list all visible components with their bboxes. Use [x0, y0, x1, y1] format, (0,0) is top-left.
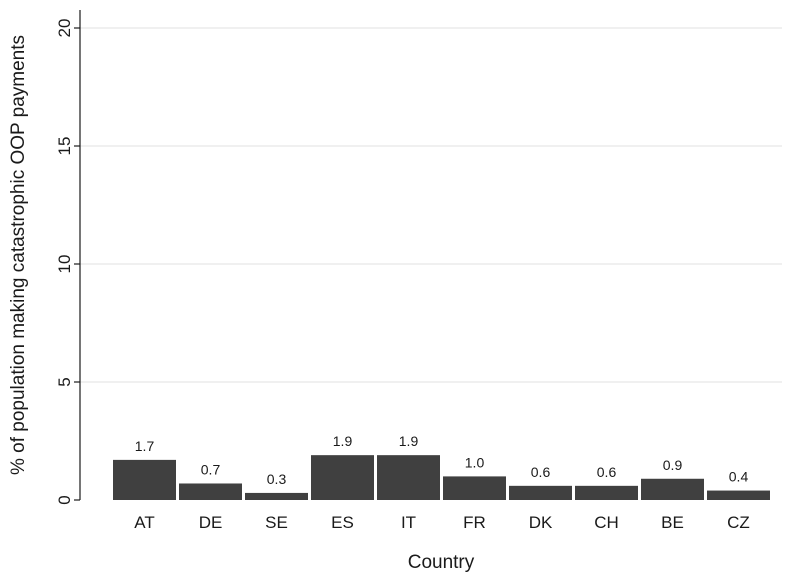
- bars: [113, 455, 770, 500]
- bar-se: [245, 492, 308, 500]
- bar-cz: [707, 490, 770, 500]
- data-label-cz: 0.4: [729, 469, 749, 485]
- x-tick-label-fr: FR: [463, 513, 486, 532]
- y-tick-label: 20: [55, 19, 74, 38]
- gridlines: [80, 27, 782, 383]
- y-tick-label: 10: [55, 255, 74, 274]
- x-tick-label-at: AT: [134, 513, 154, 532]
- data-label-es: 1.9: [333, 433, 353, 449]
- x-tick-label-es: ES: [331, 513, 354, 532]
- bar-dk: [509, 485, 572, 500]
- x-axis-ticks: AT DE SE ES IT FR DK CH BE CZ: [134, 513, 750, 532]
- bar-fr: [443, 476, 506, 500]
- data-label-at: 1.7: [135, 438, 155, 454]
- data-label-it: 1.9: [399, 433, 419, 449]
- x-axis-title: Country: [408, 552, 475, 573]
- y-tick-label: 5: [55, 377, 74, 386]
- y-axis-title: % of population making catastrophic OOP …: [8, 35, 29, 475]
- x-tick-label-cz: CZ: [727, 513, 750, 532]
- data-labels: 1.7 0.7 0.3 1.9 1.9 1.0 0.6 0.6 0.9 0.4: [135, 433, 749, 487]
- data-label-be: 0.9: [663, 457, 683, 473]
- x-tick-label-be: BE: [661, 513, 684, 532]
- data-label-ch: 0.6: [597, 464, 617, 480]
- data-label-dk: 0.6: [531, 464, 551, 480]
- x-tick-label-ch: CH: [594, 513, 619, 532]
- bar-at: [113, 459, 176, 500]
- x-tick-label-se: SE: [265, 513, 288, 532]
- bar-es: [311, 455, 374, 500]
- bar-be: [641, 478, 704, 500]
- y-tick-label: 0: [55, 495, 74, 504]
- y-axis-ticks: 0 5 10 15 20: [55, 19, 80, 505]
- x-tick-label-dk: DK: [529, 513, 553, 532]
- x-tick-label-de: DE: [199, 513, 223, 532]
- data-label-fr: 1.0: [465, 454, 485, 470]
- data-label-se: 0.3: [267, 471, 287, 487]
- x-tick-label-it: IT: [401, 513, 416, 532]
- bar-ch: [575, 485, 638, 500]
- data-label-de: 0.7: [201, 461, 221, 477]
- bar-it: [377, 455, 440, 500]
- bar-de: [179, 483, 242, 500]
- y-tick-label: 15: [55, 137, 74, 156]
